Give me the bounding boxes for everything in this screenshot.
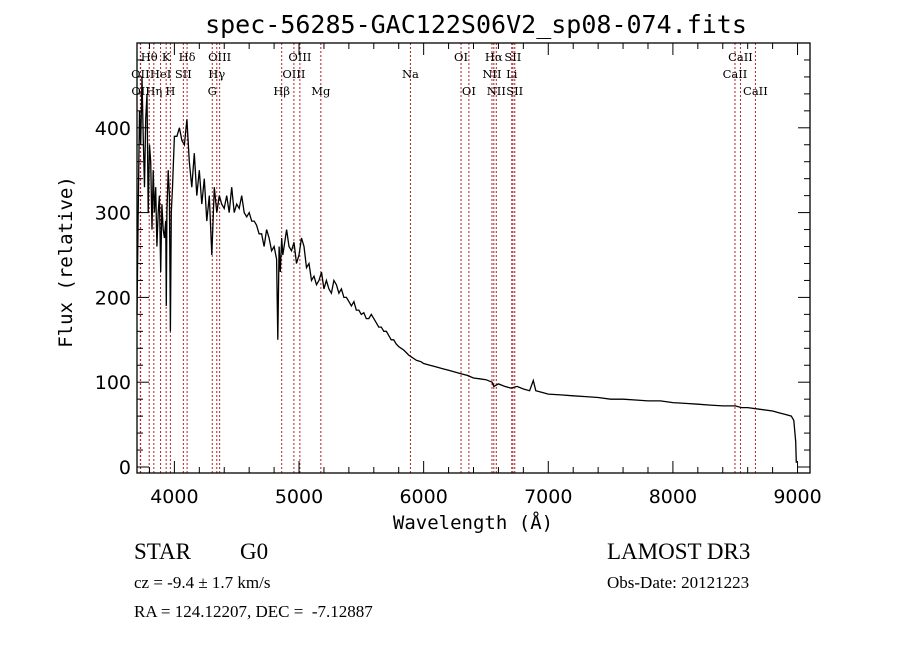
line-marker-label: SII [506,84,523,98]
line-marker-label: CaII [728,50,753,64]
line-marker-label: G [208,84,217,98]
line-marker-labels: OIIOIIHθHηHeIKHSIIHδGHγOIIIHβOIIIOIIIMgN… [131,50,768,98]
line-marker-label: Hθ [141,50,158,64]
line-marker-label: OIII [288,50,311,64]
object-class: STAR [134,539,191,564]
line-marker-label: Hη [145,84,162,98]
line-marker-label: OIII [282,67,305,81]
redshift-readout: cz = -9.4 ± 1.7 km/s [134,573,271,592]
line-marker-label: OII [131,84,150,98]
y-axis-ticks: 0 100 200 300 400 [95,59,810,479]
line-marker-label: HeI [150,67,171,81]
line-marker-label: OI [454,50,468,64]
coordinates-readout: RA = 124.12207, DEC = -7.12887 [134,602,373,621]
line-marker-label: SII [175,67,192,81]
line-marker-label: CaII [723,67,748,81]
y-tick-label: 100 [95,372,131,394]
line-marker-label: Li [506,67,518,81]
x-tick-label: 9000 [773,486,821,508]
line-marker-label: H [165,84,175,98]
x-axis-ticks: 4000 5000 6000 7000 8000 9000 [148,43,822,508]
chart-title: spec-56285-GAC122S06V2_sp08-074.fits [205,10,747,39]
x-tick-label: 8000 [649,486,697,508]
x-tick-label: 4000 [150,486,198,508]
line-marker-label: Mg [311,84,331,98]
x-tick-label: 6000 [399,486,447,508]
x-tick-label: 7000 [524,486,572,508]
line-marker-label: Na [402,67,419,81]
line-marker-label: NII [482,67,501,81]
line-marker-label: SII [504,50,521,64]
line-marker-label: Hβ [273,84,290,98]
object-subclass: G0 [240,539,269,564]
line-marker-label: Hδ [179,50,196,64]
y-tick-label: 0 [119,457,131,479]
line-marker-label: K [162,50,171,64]
survey-name: LAMOST DR3 [607,539,751,564]
line-marker-label: Hγ [208,67,225,81]
line-marker-label: NII [487,84,506,98]
line-marker-label: OII [131,67,150,81]
y-axis-label: Flux (relative) [55,176,77,348]
line-markers [139,43,756,473]
y-tick-label: 300 [95,203,131,225]
line-marker-label: OI [462,84,476,98]
line-marker-label: CaII [743,84,768,98]
obs-date: Obs-Date: 20121223 [607,573,750,592]
x-axis-label: Wavelength (Å) [393,511,553,534]
line-marker-label: OIII [208,50,231,64]
flux-series-line [136,76,797,463]
plot-frame [136,42,811,474]
line-marker-label: Hα [485,50,503,64]
y-tick-label: 200 [95,287,131,309]
x-tick-label: 5000 [275,486,323,508]
y-tick-label: 400 [95,118,131,140]
